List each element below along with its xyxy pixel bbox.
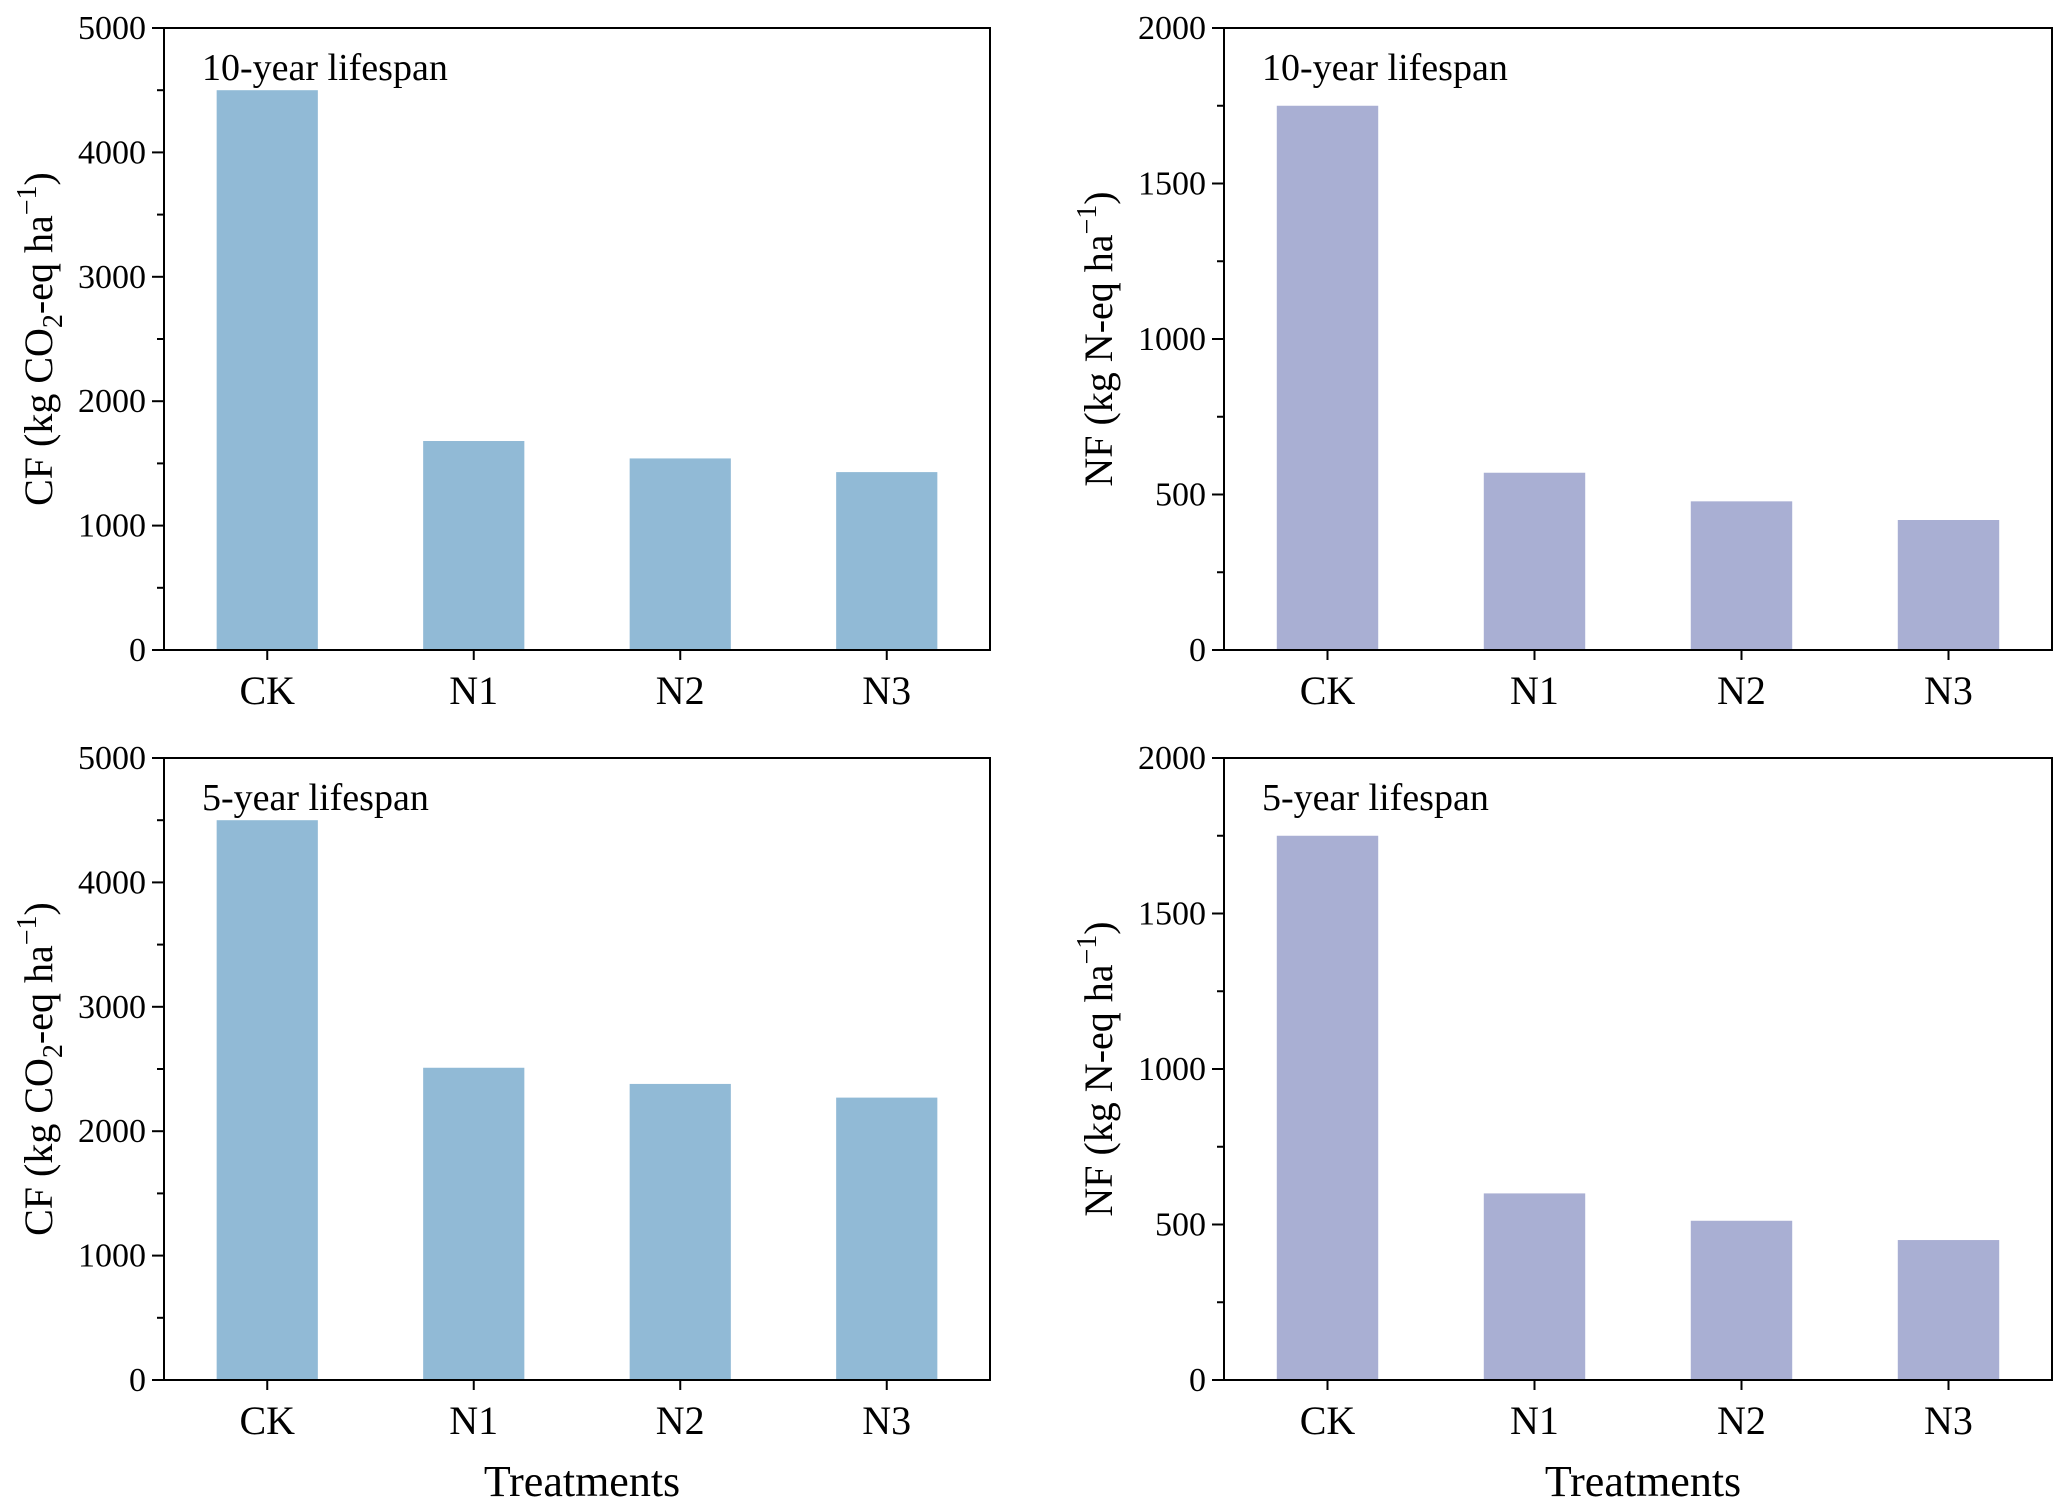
bar-ck bbox=[1276, 835, 1379, 1380]
x-tick-label-ck: CK bbox=[1300, 668, 1356, 713]
bar-n2 bbox=[629, 458, 731, 650]
bar-n2 bbox=[1690, 501, 1793, 650]
x-tick-label-ck: CK bbox=[1300, 1398, 1356, 1443]
bar-n3 bbox=[836, 472, 938, 650]
chart-panel-nf-5yr: 0 500 1000 1500 2000 CK N1 N2 N3 5-year lifespan N… bbox=[1072, 740, 2053, 1506]
y-tick-label: 0 bbox=[129, 632, 146, 669]
y-tick-label: 1000 bbox=[1138, 1051, 1206, 1088]
x-tick-label-n3: N3 bbox=[862, 1398, 911, 1443]
y-tick-label: 5000 bbox=[78, 740, 146, 777]
y-tick-label: 1500 bbox=[1138, 166, 1206, 203]
y-tick-label: 0 bbox=[1189, 632, 1206, 669]
bar-n1 bbox=[423, 441, 525, 650]
x-tick-label-ck: CK bbox=[239, 668, 295, 713]
bar-n1 bbox=[1483, 1193, 1586, 1380]
panel-annotation: 5-year lifespan bbox=[1262, 777, 1489, 819]
x-tick-label-n2: N2 bbox=[656, 1398, 705, 1443]
y-tick-label: 2000 bbox=[1138, 10, 1206, 47]
x-tick-label-n3: N3 bbox=[862, 668, 911, 713]
x-tick-label-n2: N2 bbox=[656, 668, 705, 713]
chart-panel-cf-10yr: 0 1000 2000 3000 4000 5000 CK N1 N2 N3 10-year lif… bbox=[12, 10, 991, 713]
y-tick-label: 5000 bbox=[78, 10, 146, 47]
x-axis-title: Treatments bbox=[484, 1457, 680, 1506]
bar-ck bbox=[1276, 105, 1379, 650]
x-tick-label-n1: N1 bbox=[1510, 1398, 1559, 1443]
y-axis-label: NF (kg N-eq ha−1) bbox=[1072, 921, 1121, 1216]
x-tick-label-n3: N3 bbox=[1924, 1398, 1973, 1443]
bar-n2 bbox=[629, 1083, 731, 1380]
bar-n2 bbox=[1690, 1220, 1793, 1380]
y-tick-label: 3000 bbox=[78, 259, 146, 296]
x-tick-label-n3: N3 bbox=[1924, 668, 1973, 713]
y-tick-label: 2000 bbox=[78, 383, 146, 420]
y-tick-label: 500 bbox=[1155, 1207, 1206, 1244]
x-tick-label-n1: N1 bbox=[449, 668, 498, 713]
bar-n3 bbox=[836, 1097, 938, 1380]
y-tick-label: 1000 bbox=[78, 508, 146, 545]
x-tick-label-n2: N2 bbox=[1717, 668, 1766, 713]
y-axis-label: NF (kg N-eq ha−1) bbox=[1072, 191, 1121, 486]
y-tick-label: 4000 bbox=[78, 134, 146, 171]
y-tick-label: 1500 bbox=[1138, 896, 1206, 933]
y-tick-label: 4000 bbox=[78, 864, 146, 901]
y-tick-label: 1000 bbox=[78, 1238, 146, 1275]
y-tick-label: 2000 bbox=[78, 1113, 146, 1150]
bar-n3 bbox=[1897, 1240, 2000, 1380]
x-tick-label-n2: N2 bbox=[1717, 1398, 1766, 1443]
bar-n3 bbox=[1897, 520, 2000, 650]
y-tick-label: 0 bbox=[1189, 1362, 1206, 1399]
x-tick-label-ck: CK bbox=[239, 1398, 295, 1443]
y-axis-label: CF (kg CO2-eq ha−1) bbox=[12, 172, 69, 506]
panel-annotation: 10-year lifespan bbox=[202, 47, 448, 89]
bar-ck bbox=[216, 90, 318, 650]
x-tick-label-n1: N1 bbox=[449, 1398, 498, 1443]
chart-panel-nf-10yr: 0 500 1000 1500 2000 CK N1 N2 N3 10-year lifespan… bbox=[1072, 10, 2053, 713]
y-tick-label: 500 bbox=[1155, 477, 1206, 514]
bar-n1 bbox=[423, 1067, 525, 1380]
panel-annotation: 5-year lifespan bbox=[202, 777, 429, 819]
y-tick-label: 0 bbox=[129, 1362, 146, 1399]
x-tick-label-n1: N1 bbox=[1510, 668, 1559, 713]
bar-n1 bbox=[1483, 472, 1586, 650]
y-tick-label: 2000 bbox=[1138, 740, 1206, 777]
panel-annotation: 10-year lifespan bbox=[1262, 47, 1508, 89]
chart-panel-cf-5yr: 0 1000 2000 3000 4000 5000 CK N1 N2 N3 5-year life… bbox=[12, 740, 991, 1506]
y-tick-label: 1000 bbox=[1138, 321, 1206, 358]
x-axis-title: Treatments bbox=[1545, 1457, 1741, 1506]
y-tick-label: 3000 bbox=[78, 989, 146, 1026]
bar-ck bbox=[216, 820, 318, 1380]
y-axis-label: CF (kg CO2-eq ha−1) bbox=[12, 902, 69, 1236]
